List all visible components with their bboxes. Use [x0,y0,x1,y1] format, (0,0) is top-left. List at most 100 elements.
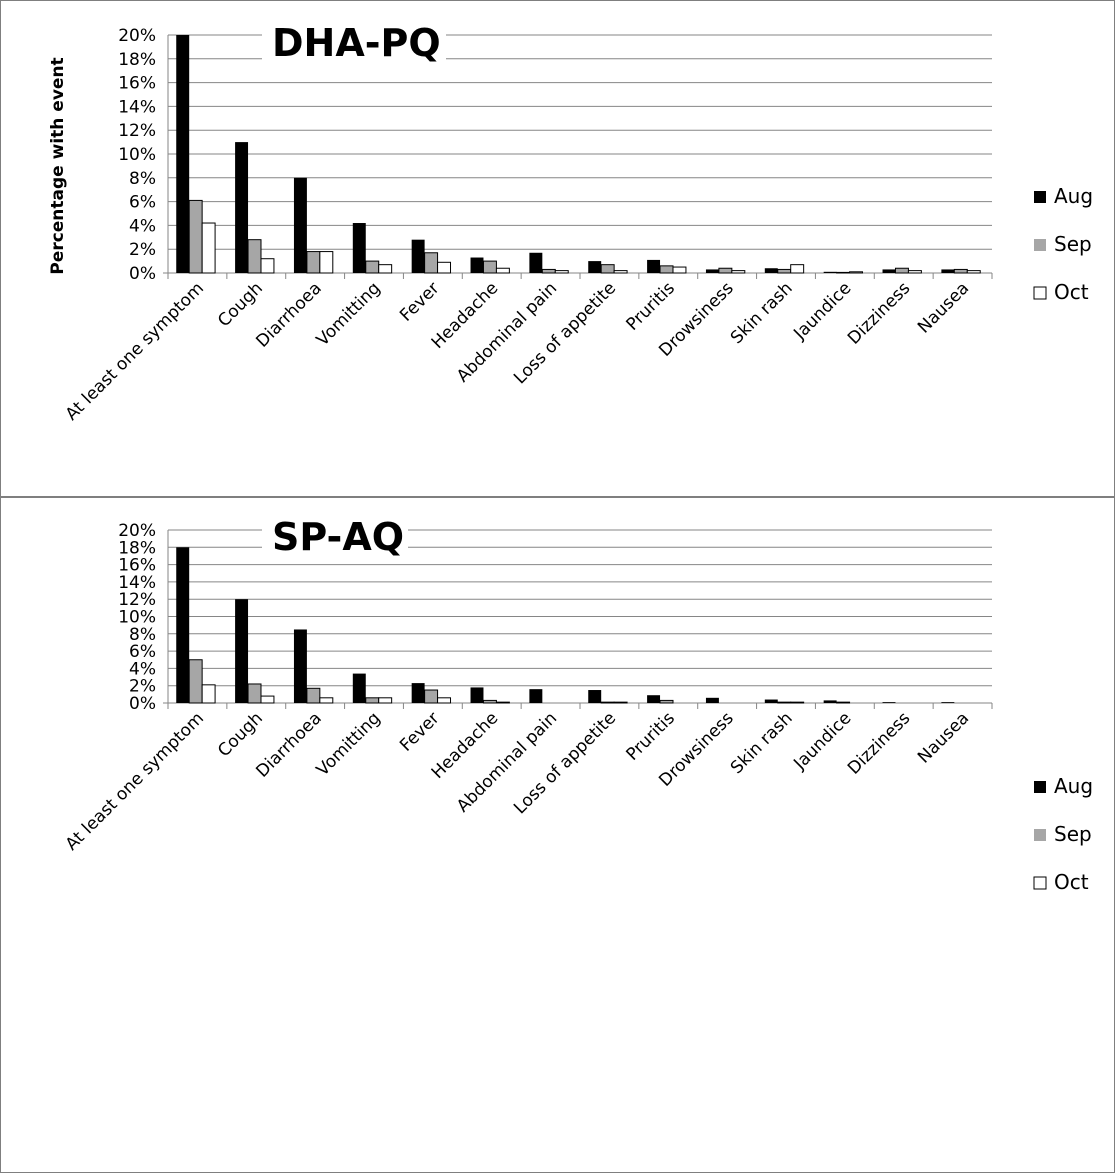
y-tick-label: 12% [118,590,156,610]
bar-aug [588,261,602,273]
bar-aug [705,697,719,703]
bar-aug [176,547,190,703]
bar-aug [647,259,661,273]
category-label: Loss of appetite [510,708,620,818]
bar-sep [777,268,792,274]
category-label: Abdominal pain [453,708,561,816]
legend-swatch-aug [1034,781,1046,793]
y-axis-label: Percentage with event [48,57,68,274]
legend-swatch-oct [1033,876,1047,890]
bar-oct [260,258,275,274]
bar-oct [790,264,805,274]
bar-sep [482,699,497,704]
y-tick-label: 2% [129,240,156,260]
bar-oct [731,270,746,274]
bar-aug [823,271,837,273]
bar-aug [293,629,307,703]
legend-label-oct: Oct [1054,280,1089,304]
bar-sep [541,268,556,274]
legend-label-aug: Aug [1054,774,1093,798]
bar-sep [188,199,203,274]
bar-aug [293,177,307,273]
category-label: Pruritis [623,278,679,334]
bar-sep [659,265,674,274]
bar-sep [424,252,439,274]
bar-aug [176,35,190,273]
y-tick-label: 6% [129,642,156,662]
bar-aug [823,700,837,703]
y-tick-label: 14% [118,97,156,117]
category-label: Vomitting [313,708,385,780]
category-label: Nausea [914,708,973,767]
y-tick-label: 10% [118,608,156,628]
category-label: Abdominal pain [453,278,561,386]
bar-sep [306,251,321,274]
bar-aug [411,683,425,703]
bar-oct [260,695,275,704]
category-label: At least one symptom [62,708,208,854]
category-label: Loss of appetite [510,278,620,388]
y-tick-label: 16% [118,74,156,94]
chart-sp-aq: 0%2%4%6%8%10%12%14%16%18%20% At least one… [62,515,1093,894]
y-tick-label: 12% [118,121,156,141]
bar-oct [378,697,393,704]
bar-sep [247,683,262,704]
panel-divider [0,496,1115,498]
category-label: Skin rash [727,708,797,778]
legend-swatch-oct [1033,286,1047,300]
category-label: Pruritis [623,708,679,764]
bar-aug [764,699,778,703]
bar-oct [437,261,452,274]
bar-oct [201,684,216,704]
bar-sep [365,260,380,274]
bar-aug [235,599,249,703]
category-label: Fever [396,708,443,755]
bar-sep [482,260,497,274]
bar-sep [424,689,439,704]
bar-sep [247,239,262,274]
bar-oct [201,222,216,274]
bar-oct [790,701,805,704]
bar-aug [882,269,896,273]
bar-sep [188,659,203,704]
y-tick-label: 8% [129,625,156,645]
bar-aug [411,239,425,273]
bar-oct [437,697,452,704]
bar-aug [235,142,249,273]
category-label: Dizziness [844,708,914,778]
chart-dha-pq: 0% 2% 4% 6% 8% 10% 12% 14% 16% 18% 20% At least one… [48,21,1093,425]
bar-aug [529,689,543,703]
bar-sep [894,267,909,274]
bar-sep [365,697,380,704]
y-tick-label: 18% [118,538,156,558]
bar-oct [319,251,334,274]
bar-aug [764,268,778,273]
title-backdrop [262,22,446,66]
bar-oct [319,697,334,704]
legend-label-sep: Sep [1054,232,1092,256]
bar-aug [352,223,366,273]
bar-aug [882,702,896,703]
category-label: Cough [214,278,267,331]
bar-sep [953,268,968,274]
y-tick-label: 10% [118,145,156,165]
chart-title: DHA-PQ [272,21,441,65]
bar-oct [495,267,510,274]
bar-aug [647,695,661,703]
category-label: Nausea [914,278,973,337]
category-label: Vomitting [313,278,385,350]
legend-swatch-sep [1034,829,1046,841]
legend-swatch-sep [1034,239,1046,251]
category-label: Cough [214,708,267,761]
bar-aug [352,673,366,703]
legend-swatch-aug [1034,191,1046,203]
bar-aug [529,252,543,273]
y-tick-label: 0% [129,694,156,714]
bar-aug [470,257,484,273]
bar-oct [672,266,687,274]
bar-aug [941,269,955,273]
bar-aug [941,702,955,703]
category-label: Skin rash [727,278,797,348]
bar-sep [659,699,674,704]
category-label: Dizziness [844,278,914,348]
